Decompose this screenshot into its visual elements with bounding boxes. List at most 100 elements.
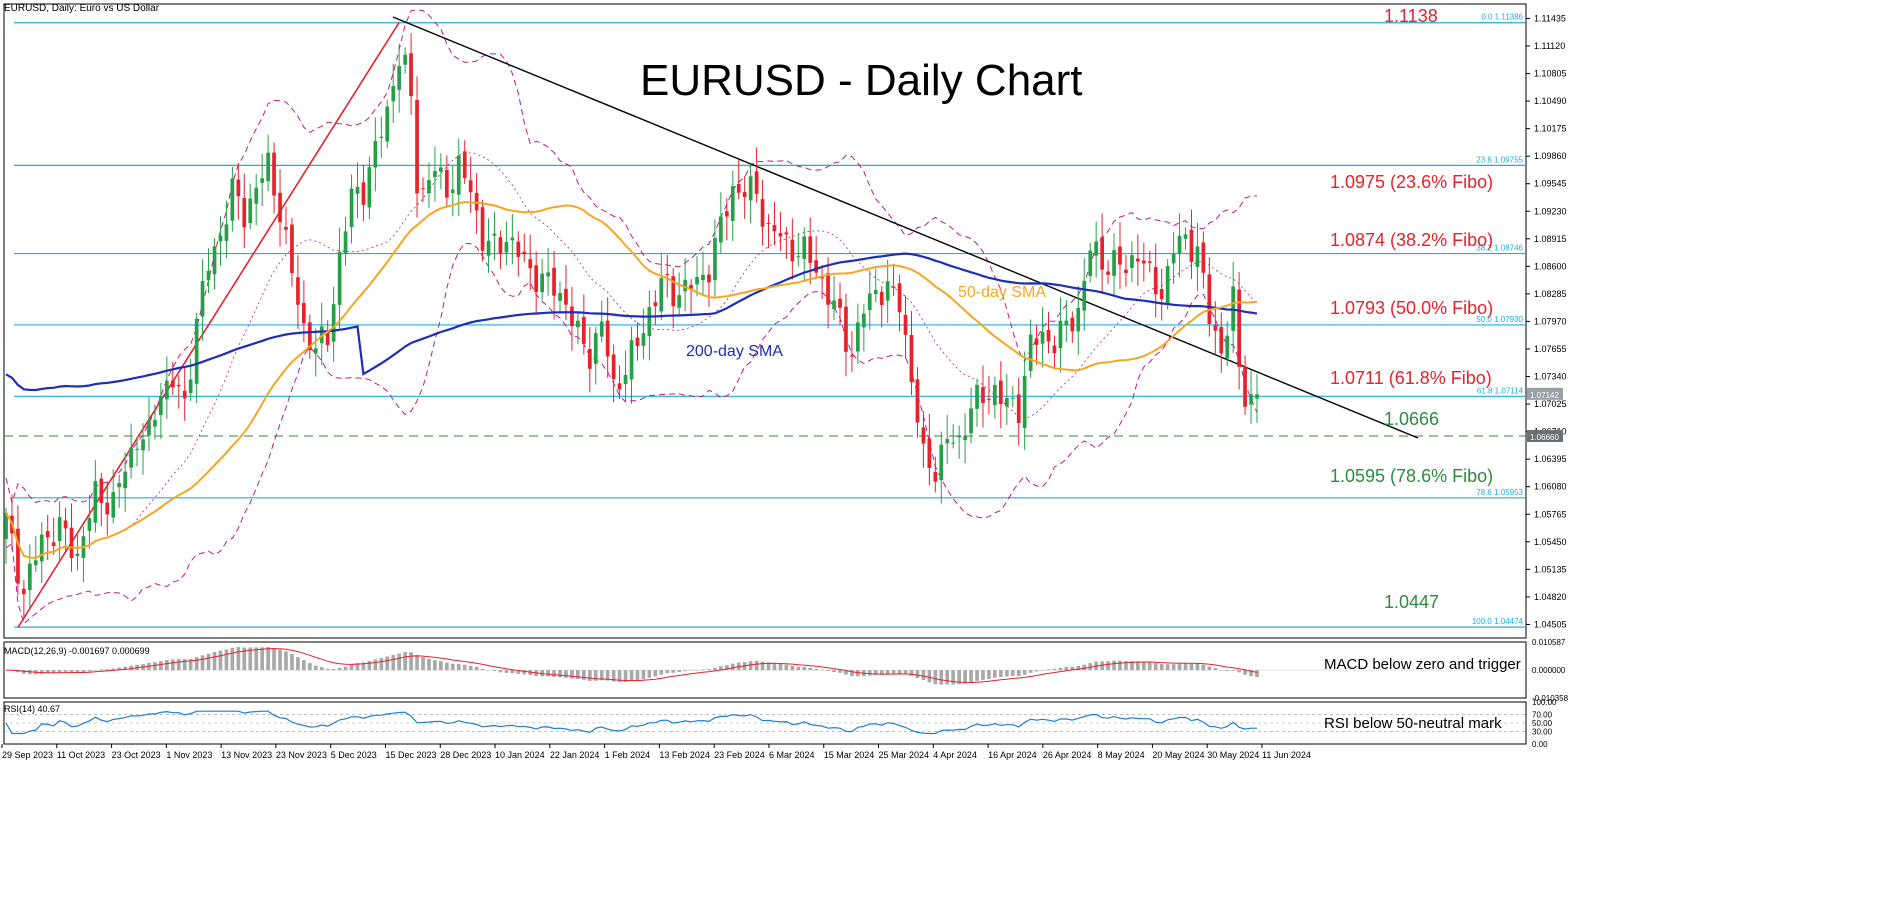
macd-bar	[1171, 664, 1176, 671]
macd-bar	[999, 670, 1003, 678]
macd-bar	[665, 670, 670, 674]
macd-bar	[659, 670, 664, 675]
candle-body	[1016, 394, 1021, 423]
y-tick-label: 1.08285	[1534, 289, 1567, 299]
candle-body	[760, 199, 765, 227]
candle-body	[284, 226, 288, 230]
macd-bar	[599, 670, 604, 681]
candle-body	[1010, 397, 1015, 399]
candle-body	[361, 182, 366, 205]
candle-body	[1052, 345, 1057, 354]
fibo-level-label: 61.8 1.07114	[1477, 386, 1524, 395]
candle-body	[1189, 229, 1194, 262]
candle-body	[308, 322, 312, 351]
candle-body	[540, 273, 544, 293]
macd-bar	[355, 663, 360, 671]
candle-body	[141, 439, 145, 451]
macd-bar	[260, 647, 264, 671]
macd-bar	[397, 653, 401, 671]
support-price-badge	[1527, 429, 1563, 442]
candle-body	[4, 512, 8, 540]
macd-bar	[844, 670, 848, 675]
macd-bar	[951, 670, 955, 685]
x-tick-label: 25 Mar 2024	[879, 750, 930, 760]
candle-body	[51, 542, 56, 546]
candle-body	[784, 232, 789, 235]
macd-bar	[1183, 663, 1188, 671]
x-tick-label: 23 Oct 2023	[112, 750, 161, 760]
candle-body	[701, 274, 705, 281]
candle-body	[653, 302, 658, 307]
fibo-level-label: 50.0 1.07930	[1476, 315, 1523, 324]
y-tick-label: 1.06395	[1534, 454, 1567, 464]
macd-bar	[51, 670, 56, 674]
candle-body	[730, 186, 735, 221]
macd-bar	[206, 653, 211, 671]
macd-bar	[826, 670, 830, 672]
candle-body	[433, 171, 437, 178]
candle-body	[993, 385, 997, 405]
macd-bar	[129, 665, 133, 671]
candle-body	[1112, 250, 1116, 276]
macd-bar	[1195, 663, 1200, 671]
macd-bar	[278, 649, 282, 671]
macd-bar	[564, 670, 568, 678]
fibo-level-label: 0.0 1.11386	[1481, 13, 1523, 22]
sma50-label: 50-day SMA	[958, 284, 1047, 301]
candle-body	[474, 192, 479, 211]
macd-bar	[1076, 666, 1081, 671]
macd-bar	[1022, 670, 1027, 675]
annotation-rsi: RSI below 50-neutral mark	[1324, 715, 1502, 732]
candle-body	[552, 267, 556, 296]
macd-bar	[319, 667, 324, 671]
annotation-fibo-38-2: 1.0874 (38.2% Fibo)	[1330, 230, 1494, 250]
candle-body	[593, 333, 598, 364]
candle-body	[331, 304, 336, 342]
macd-bar	[588, 670, 592, 681]
candle-body	[659, 278, 664, 312]
macd-bar	[671, 670, 676, 673]
candle-body	[897, 283, 902, 313]
macd-bar	[415, 655, 419, 671]
macd-bar	[105, 669, 110, 671]
y-tick-label: 1.04820	[1534, 592, 1567, 602]
y-tick-label: 1.07025	[1534, 399, 1567, 409]
macd-axis-label: -0.010358	[1532, 694, 1569, 703]
candle-body	[951, 442, 955, 444]
macd-bar	[593, 670, 598, 681]
macd-bar	[69, 670, 74, 673]
rsi-axis-label: 100.00	[1532, 698, 1557, 707]
macd-bar	[915, 670, 920, 678]
candle-body	[206, 270, 211, 281]
candle-body	[1159, 289, 1164, 300]
y-tick-label: 1.08600	[1534, 261, 1567, 271]
candle-body	[689, 285, 693, 290]
annotation-support: 1.0666	[1384, 409, 1440, 429]
chart-title: EURUSD - Daily Chart	[640, 56, 1083, 105]
macd-bar	[1064, 667, 1069, 671]
candle-body	[147, 421, 151, 436]
macd-bar	[1243, 670, 1247, 675]
macd-bar	[921, 670, 926, 681]
candle-body	[939, 444, 944, 481]
macd-bar	[1147, 661, 1152, 671]
candle-body	[325, 331, 330, 346]
x-tick-label: 28 Dec 2023	[440, 750, 491, 760]
candle-body	[1130, 255, 1134, 268]
rsi-axis-label: 0.00	[1532, 740, 1548, 749]
y-tick-label: 1.09230	[1534, 206, 1567, 216]
macd-label: MACD(12,26,9) -0.001697 0.000699	[4, 646, 150, 656]
candle-body	[248, 198, 253, 224]
macd-bar	[796, 666, 801, 671]
candle-body	[909, 335, 914, 383]
candle-body	[355, 186, 360, 194]
candle-body	[683, 279, 687, 292]
candle-body	[212, 246, 217, 275]
macd-bar	[1118, 660, 1122, 671]
candle-body	[1046, 330, 1051, 342]
candle-body	[885, 281, 890, 301]
annotation-fibo-78-6: 1.0595 (78.6% Fibo)	[1330, 466, 1494, 486]
candle-body	[445, 169, 449, 198]
candle-body	[1201, 242, 1206, 273]
macd-bar	[1082, 664, 1087, 671]
